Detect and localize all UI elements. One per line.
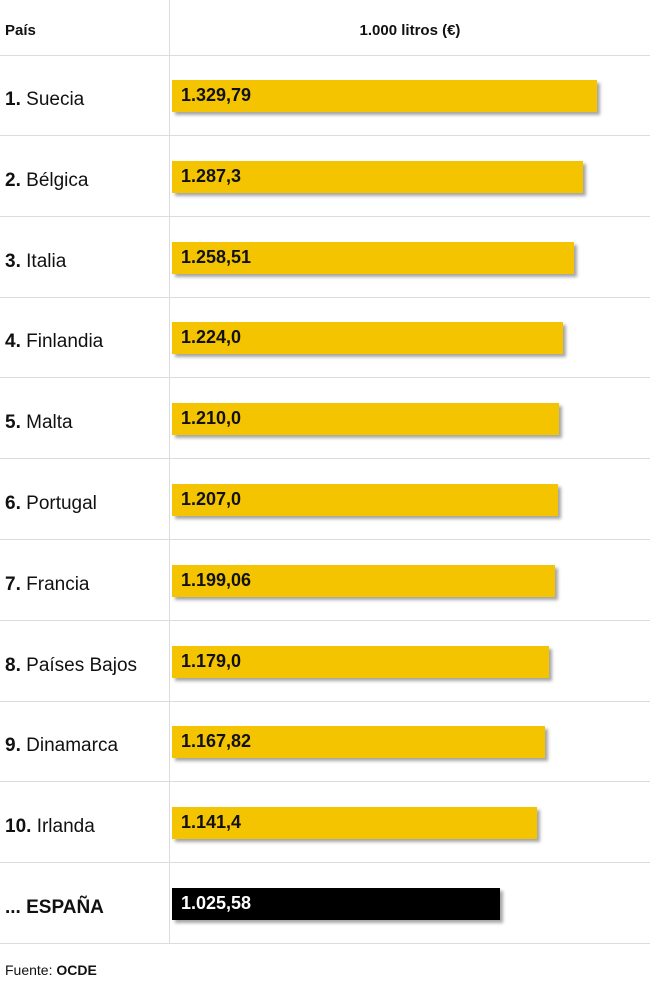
country-label: 7. Francia <box>5 574 90 596</box>
bar <box>172 807 537 840</box>
table-row: 8. Países Bajos 1.179,0 <box>0 621 650 702</box>
rank-label: 7. <box>5 573 21 595</box>
source-org: OCDE <box>56 962 97 978</box>
table-row: ... ESPAÑA 1.025,58 <box>0 863 650 944</box>
bar-value-label: 1.179,0 <box>181 650 242 671</box>
country-label: ... ESPAÑA <box>5 897 104 919</box>
country-label: 4. Finlandia <box>5 331 103 353</box>
country-name: Países Bajos <box>26 654 138 676</box>
rank-label: 6. <box>5 493 21 514</box>
country-label: 5. Malta <box>5 412 73 434</box>
bar-value-label: 1.167,82 <box>181 731 252 752</box>
country-name: Bélgica <box>26 169 89 191</box>
bar <box>172 645 549 678</box>
bar <box>172 888 500 920</box>
rank-label: 9. <box>5 735 21 757</box>
country-label: 6. Portugal <box>5 493 97 515</box>
bar <box>172 322 563 355</box>
country-name: Suecia <box>26 89 85 110</box>
country-name: Portugal <box>26 493 97 514</box>
bar-value-label: 1.210,0 <box>181 408 242 429</box>
bar <box>172 160 583 193</box>
table-header: País 1.000 litros (€) <box>0 0 650 56</box>
rank-label: 4. <box>5 331 21 353</box>
rank-label: 3. <box>5 250 21 272</box>
rank-label: 1. <box>5 89 21 110</box>
bar-value-label: 1.199,06 <box>181 569 252 590</box>
country-name: Finlandia <box>26 331 104 353</box>
bar <box>172 726 545 759</box>
column-divider <box>169 0 170 943</box>
country-name: Italia <box>26 250 67 272</box>
bar-value-label: 1.287,3 <box>181 165 242 186</box>
table-row: 9. Dinamarca 1.167,82 <box>0 701 650 783</box>
table-row: 4. Finlandia 1.224,0 <box>0 297 650 379</box>
source-prefix: Fuente: <box>5 962 53 978</box>
bar <box>172 80 597 112</box>
table-row: 1. Suecia 1.329,79 <box>0 55 650 136</box>
country-label: 8. Países Bajos <box>5 655 137 677</box>
rank-label: ... ESPAÑA <box>5 897 104 918</box>
country-name: Francia <box>26 573 90 595</box>
country-name: Irlanda <box>36 816 95 838</box>
table-row: 5. Malta 1.210,0 <box>0 378 650 460</box>
country-label: 10. Irlanda <box>5 816 95 838</box>
bar-value-label: 1.025,58 <box>181 893 252 913</box>
table-row: 2. Bélgica 1.287,3 <box>0 136 650 217</box>
value-column-header: 1.000 litros (€) <box>359 22 461 39</box>
bar <box>172 403 559 436</box>
country-label: 9. Dinamarca <box>5 735 118 757</box>
rank-label: 8. <box>5 654 21 676</box>
bar-value-label: 1.258,51 <box>181 246 252 267</box>
bar-value-label: 1.224,0 <box>181 327 242 348</box>
rank-label: 5. <box>5 412 21 434</box>
country-name: Dinamarca <box>26 735 119 757</box>
country-label: 3. Italia <box>5 251 66 273</box>
bar <box>172 564 555 597</box>
bar-value-label: 1.207,0 <box>181 489 242 509</box>
table-row: 7. Francia 1.199,06 <box>0 540 650 621</box>
country-label: 1. Suecia <box>5 89 84 111</box>
bar-value-label: 1.141,4 <box>181 812 242 833</box>
source-note: Fuente: OCDE <box>5 962 97 978</box>
country-name: Malta <box>26 412 73 434</box>
country-label: 2. Bélgica <box>5 170 88 192</box>
country-column-header: País <box>5 22 36 39</box>
bar-value-label: 1.329,79 <box>181 85 252 105</box>
bar <box>172 484 558 516</box>
table-row: 10. Irlanda 1.141,4 <box>0 782 650 864</box>
table-row: 3. Italia 1.258,51 <box>0 217 650 298</box>
bar <box>172 241 574 274</box>
rank-label: 10. <box>5 816 32 838</box>
table-row: 6. Portugal 1.207,0 <box>0 459 650 540</box>
rank-label: 2. <box>5 169 21 191</box>
